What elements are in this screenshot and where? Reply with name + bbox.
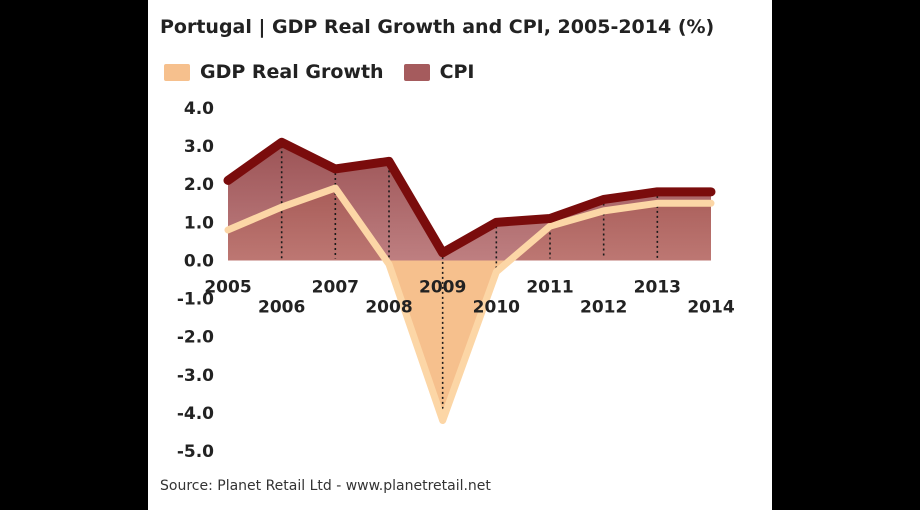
- legend-entry-gdp: GDP Real Growth: [164, 61, 384, 83]
- chart-panel: Portugal | GDP Real Growth and CPI, 2005…: [148, 0, 772, 510]
- series-lines: [223, 137, 716, 425]
- cpi-point-2009: [441, 251, 445, 255]
- y-tick-label: 4.0: [184, 99, 214, 119]
- x-tick-label-2009: 2009: [419, 277, 466, 297]
- x-tick-label-2011: 2011: [526, 277, 573, 297]
- legend-entry-cpi: CPI: [403, 61, 475, 83]
- gdp-point-2011: [548, 224, 552, 228]
- cpi-line: [223, 137, 716, 258]
- gdp-point-2007: [333, 186, 337, 190]
- cpi-point-2007: [333, 167, 337, 171]
- chart-source: Source: Planet Retail Ltd - www.planetre…: [160, 478, 491, 494]
- x-axis-ticks: 2005 2006 2007 2008 2009 2010 2011 2012 2013 2014: [204, 277, 734, 317]
- y-axis-ticks: 4.0 3.0 2.0 1.0 0.0 -1.0 -2.0 -3.0 -4.0 -5.0: [177, 99, 214, 462]
- cpi-point-2005: [226, 178, 230, 182]
- chart-legend: GDP Real Growth CPI: [164, 58, 495, 86]
- legend-swatch-gdp: [164, 63, 190, 81]
- gdp-point-2012: [602, 209, 606, 213]
- gdp-point-2014: [709, 201, 713, 205]
- x-tick-label-2007: 2007: [312, 277, 359, 297]
- y-tick-label: 0.0: [184, 251, 214, 271]
- y-tick-label: -5.0: [177, 442, 214, 462]
- cpi-point-2011: [548, 217, 552, 221]
- cpi-point-2013: [655, 190, 659, 194]
- legend-label-gdp: GDP Real Growth: [200, 61, 384, 83]
- cpi-area: [228, 142, 711, 261]
- x-tick-label-2005: 2005: [204, 277, 251, 297]
- cpi-point-2006: [280, 140, 284, 144]
- chart-plot: 4.0 3.0 2.0 1.0 0.0 -1.0 -2.0 -3.0 -4.0 -5.0 2005…: [177, 99, 735, 462]
- legend-label-cpi: CPI: [439, 61, 475, 83]
- gdp-point-2010: [494, 270, 498, 274]
- x-tick-label-2012: 2012: [580, 297, 627, 317]
- y-tick-label: 3.0: [184, 137, 214, 157]
- gdp-line: [224, 184, 715, 425]
- legend-swatch-cpi: [403, 63, 430, 81]
- gdp-point-2009: [441, 419, 445, 423]
- x-tick-label-2013: 2013: [634, 277, 681, 297]
- x-tick-label-2014: 2014: [687, 297, 734, 317]
- gdp-point-2008: [387, 262, 391, 266]
- y-tick-label: -2.0: [177, 328, 214, 348]
- cpi-point-2014: [709, 190, 713, 194]
- y-tick-label: 2.0: [184, 175, 214, 195]
- y-tick-label: -3.0: [177, 366, 214, 386]
- x-tick-label-2010: 2010: [473, 297, 520, 317]
- cpi-point-2012: [602, 197, 606, 201]
- chart-title: Portugal | GDP Real Growth and CPI, 2005…: [160, 16, 715, 38]
- cpi-area-layer: [228, 142, 711, 261]
- gdp-point-2005: [226, 228, 230, 232]
- x-tick-label-2008: 2008: [365, 297, 412, 317]
- y-tick-label: -1.0: [177, 290, 214, 310]
- y-tick-label: 1.0: [184, 213, 214, 233]
- y-tick-label: -4.0: [177, 404, 214, 424]
- x-tick-label-2006: 2006: [258, 297, 305, 317]
- gdp-point-2006: [280, 205, 284, 209]
- cpi-point-2010: [494, 220, 498, 224]
- cpi-point-2008: [387, 159, 391, 163]
- gdp-point-2013: [655, 201, 659, 205]
